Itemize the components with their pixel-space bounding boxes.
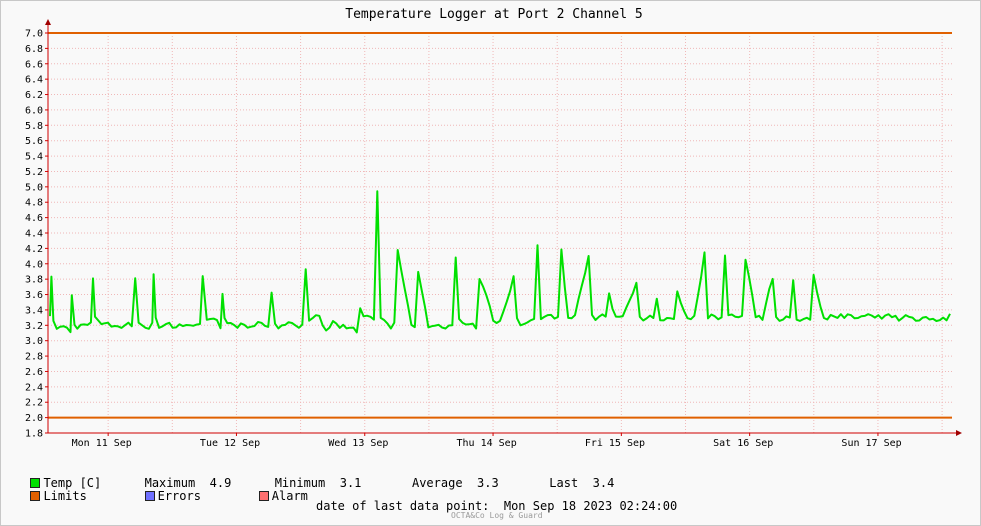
y-tick-label: 5.8 <box>25 121 43 132</box>
legend-minimum-value: 3.1 <box>339 476 362 490</box>
y-tick-label: 4.8 <box>25 198 43 209</box>
legend-errors-label: Errors <box>157 489 201 503</box>
legend-average-label: Average <box>411 476 463 490</box>
x-tick-label: Sun 17 Sep <box>841 438 901 449</box>
y-tick-label: 5.2 <box>25 167 43 178</box>
legend-limits-label: Limits <box>43 489 87 503</box>
y-axis-arrow <box>45 19 51 25</box>
legend-last-label: Last <box>549 476 579 490</box>
x-tick-label: Thu 14 Sep <box>457 438 517 449</box>
y-tick-label: 7.0 <box>25 29 43 40</box>
temp-swatch <box>30 478 41 488</box>
last-point-value: Mon Sep 18 2023 02:24:00 <box>503 499 678 513</box>
y-tick-label: 5.0 <box>25 182 43 193</box>
y-tick-label: 3.8 <box>25 275 43 286</box>
x-tick-label: Wed 13 Sep <box>328 438 388 449</box>
limits-swatch <box>30 491 41 501</box>
y-tick-label: 2.8 <box>25 352 43 363</box>
legend-minimum-label: Minimum <box>274 476 326 490</box>
errors-swatch <box>144 491 155 501</box>
series-layer <box>49 190 951 334</box>
y-tick-label: 5.4 <box>25 152 43 163</box>
last-point-label: date of last data point: <box>316 499 490 513</box>
tick-labels: 7.0 6.8 6.6 6.4 6.2 6.0 5.8 5.6 5.4 5.2 5.0 4.8 4.6 4… <box>25 29 902 450</box>
y-tick-label: 6.2 <box>25 90 43 101</box>
credit-text: OCTA&Co Log & Guard <box>451 511 543 520</box>
x-tick-label: Mon 11 Sep <box>72 438 132 449</box>
y-tick-label: 4.4 <box>25 229 43 240</box>
y-tick-label: 2.6 <box>25 367 43 378</box>
y-tick-label: 6.6 <box>25 59 43 70</box>
legend-temp-label: Temp [C] <box>43 476 102 490</box>
y-tick-label: 4.2 <box>25 244 43 255</box>
y-tick-label: 6.0 <box>25 105 43 116</box>
last-data-point: date of last data point: Mon Sep 18 2023… <box>316 499 677 513</box>
temp-series-line <box>49 190 951 334</box>
y-tick-label: 3.6 <box>25 290 43 301</box>
y-tick-label: 6.4 <box>25 75 43 86</box>
temperature-chart: Temperature Logger at Port 2 Channel 5 7… <box>25 7 962 450</box>
limit-lines <box>48 32 952 419</box>
x-tick-label: Sat 16 Sep <box>713 438 773 449</box>
legend-maximum-label: Maximum <box>144 476 196 490</box>
legend-average-value: 3.3 <box>477 476 499 490</box>
y-tick-label: 4.0 <box>25 259 43 270</box>
legend-alarm-label: Alarm <box>271 489 308 503</box>
legend-last-value: 3.4 <box>592 476 615 490</box>
y-tick-label: 5.6 <box>25 136 43 147</box>
chart-title: Temperature Logger at Port 2 Channel 5 <box>345 7 642 22</box>
y-tick-label: 4.6 <box>25 213 43 224</box>
legend-row-2: Limits Errors Alarm <box>16 475 308 503</box>
y-tick-label: 6.8 <box>25 44 43 55</box>
alarm-swatch <box>258 491 269 501</box>
y-tick-label: 3.4 <box>25 305 43 316</box>
y-tick-label: 3.2 <box>25 321 43 332</box>
grid <box>48 32 952 434</box>
y-tick-label: 3.0 <box>25 336 43 347</box>
x-tick-label: Tue 12 Sep <box>200 438 260 449</box>
x-axis-arrow <box>956 430 962 436</box>
legend-row-1: Temp [C] Maximum 4.9 Minimum 3.1 Average… <box>16 462 614 490</box>
y-tick-label: 1.8 <box>25 429 43 440</box>
y-tick-label: 2.2 <box>25 398 43 409</box>
y-tick-label: 2.0 <box>25 413 43 424</box>
x-tick-label: Fri 15 Sep <box>585 438 645 449</box>
legend-maximum-value: 4.9 <box>209 476 232 490</box>
axes <box>45 19 962 436</box>
y-tick-label: 2.4 <box>25 382 43 393</box>
